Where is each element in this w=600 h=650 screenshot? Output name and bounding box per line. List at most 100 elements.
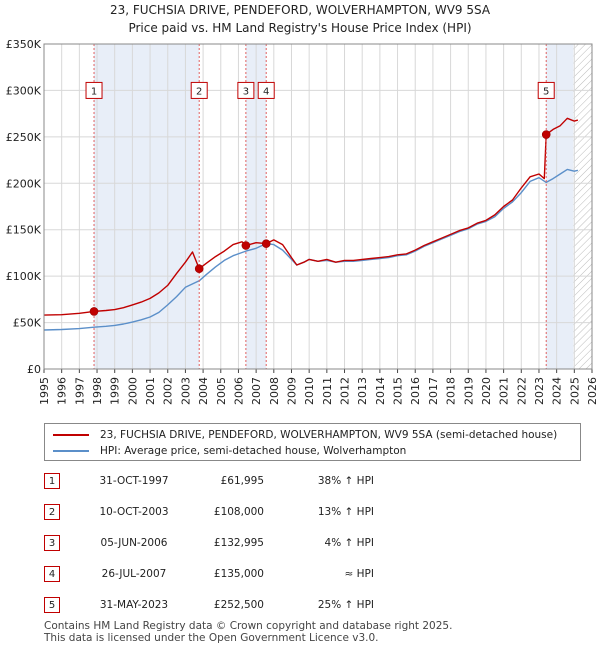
sale-marker-number: 5 [543,86,549,97]
x-tick-label: 1998 [91,377,104,405]
sale-date: 26-JUL-2007 [101,568,167,580]
chart-title: 23, FUCHSIA DRIVE, PENDEFORD, WOLVERHAMP… [110,3,491,17]
shaded-ranges [44,44,592,369]
sale-date: 31-OCT-1997 [99,475,169,487]
legend-label-property: 23, FUCHSIA DRIVE, PENDEFORD, WOLVERHAMP… [100,429,558,441]
x-tick-label: 2011 [321,377,334,405]
sale-marker-number: 2 [196,86,202,97]
legend-label-hpi: HPI: Average price, semi-detached house,… [100,445,407,457]
y-tick-label: £300K [6,84,42,97]
x-tick-label: 2015 [392,377,405,405]
sale-marker-box [85,81,103,99]
sale-date: 31-MAY-2023 [99,599,169,611]
x-tick-label: 1995 [38,377,51,405]
sale-price: £108,000 [213,506,264,518]
sale-number: 5 [44,597,60,613]
axes: £0 £50K £100K £150K £200K £250K £300K £350K 1995… [6,38,599,405]
shaded-range [94,44,200,369]
sale-price: £135,000 [213,568,264,580]
sale-hpi-comparison: ≈ HPI [344,568,374,580]
x-tick-label: 2026 [586,377,599,405]
x-tick-label: 2000 [126,377,139,405]
y-tick-label: £50K [13,317,42,330]
y-tick-label: £250K [6,131,42,144]
sale-point [194,264,204,274]
x-tick-label: 2004 [197,377,210,405]
series-line-property [44,117,579,316]
sale-marker-number: 1 [91,86,97,97]
sale-marker-number: 4 [263,86,269,97]
plot-border [43,43,593,370]
x-tick-label: 2021 [498,377,511,405]
x-tick-label: 2003 [179,377,192,405]
x-tick-label: 2005 [215,377,228,405]
sale-point [89,307,99,316]
table-row: 4 26-JUL-2007 £135,000 ≈ HPI [44,566,464,584]
sale-marker-number: 3 [243,86,249,97]
x-tick-label: 2025 [568,377,581,405]
legend-item-property: 23, FUCHSIA DRIVE, PENDEFORD, WOLVERHAMP… [53,427,557,443]
legend-item-hpi: HPI: Average price, semi-detached house,… [53,443,406,459]
sale-price: £61,995 [220,475,264,487]
x-tick-label: 2002 [162,377,175,405]
sale-hpi-comparison: 13% ↑ HPI [317,506,374,518]
x-tick-label: 2014 [374,377,387,405]
x-tick-label: 2018 [445,377,458,405]
legend-swatch-property [53,434,89,436]
x-tick-label: 2010 [303,377,316,405]
x-tick-label: 2008 [268,377,281,405]
x-tick-label: 2013 [356,377,369,405]
x-tick-label: 2023 [533,377,546,405]
x-tick-label: 2016 [409,377,422,405]
y-tick-label: £200K [6,177,42,190]
legend: 23, FUCHSIA DRIVE, PENDEFORD, WOLVERHAMP… [44,423,581,461]
sale-markers: 1 2 3 4 5 [85,44,555,369]
y-tick-label: £150K [6,224,42,237]
footer-licence: This data is licensed under the Open Gov… [44,632,379,644]
sale-hpi-comparison: 4% ↑ HPI [324,537,374,549]
legend-swatch-hpi [53,450,89,452]
sale-number: 2 [44,504,60,520]
x-tick-label: 1996 [56,377,69,405]
x-tick-label: 2024 [551,377,564,405]
x-tick-label: 2020 [480,377,493,405]
sale-number: 3 [44,535,60,551]
sale-date: 05-JUN-2006 [100,537,168,549]
footer: Contains HM Land Registry data © Crown c… [44,620,452,644]
sale-hpi-comparison: 25% ↑ HPI [317,599,374,611]
x-tick-label: 2019 [462,377,475,405]
x-tick-label: 2006 [232,377,245,405]
sale-hpi-comparison: 38% ↑ HPI [317,475,374,487]
sale-price: £132,995 [213,537,264,549]
sale-point [541,130,551,139]
x-tick-label: 2012 [339,377,352,405]
sale-number: 1 [44,473,60,489]
sale-date: 10-OCT-2003 [99,506,169,518]
x-tick-label: 2007 [250,377,263,405]
sale-marker-box [237,81,255,99]
table-row: 3 05-JUN-2006 £132,995 4% ↑ HPI [44,535,464,553]
series-lines [44,117,579,331]
sale-price: £252,500 [213,599,264,611]
y-tick-label: £350K [6,38,42,51]
table-row: 1 31-OCT-1997 £61,995 38% ↑ HPI [44,473,464,491]
table-row: 5 31-MAY-2023 £252,500 25% ↑ HPI [44,597,464,615]
x-tick-label: 1997 [73,377,86,405]
sale-marker-box [257,81,275,99]
x-tick-label: 1999 [109,377,122,405]
table-row: 2 10-OCT-2003 £108,000 13% ↑ HPI [44,504,464,522]
price-chart: 23, FUCHSIA DRIVE, PENDEFORD, WOLVERHAMP… [6,3,599,405]
x-tick-label: 2009 [285,377,298,405]
footer-copyright: Contains HM Land Registry data © Crown c… [44,620,453,632]
sale-marker-box [190,81,208,99]
sale-point [241,241,251,250]
sale-point [261,239,271,248]
x-tick-label: 2022 [515,377,528,405]
x-tick-label: 2017 [427,377,440,405]
future-hatch [573,44,592,369]
x-tick-label: 2001 [144,377,157,405]
y-tick-label: £0 [27,363,41,376]
sale-number: 4 [44,566,60,582]
sale-marker-box [537,81,555,99]
chart-subtitle: Price paid vs. HM Land Registry's House … [128,21,471,35]
